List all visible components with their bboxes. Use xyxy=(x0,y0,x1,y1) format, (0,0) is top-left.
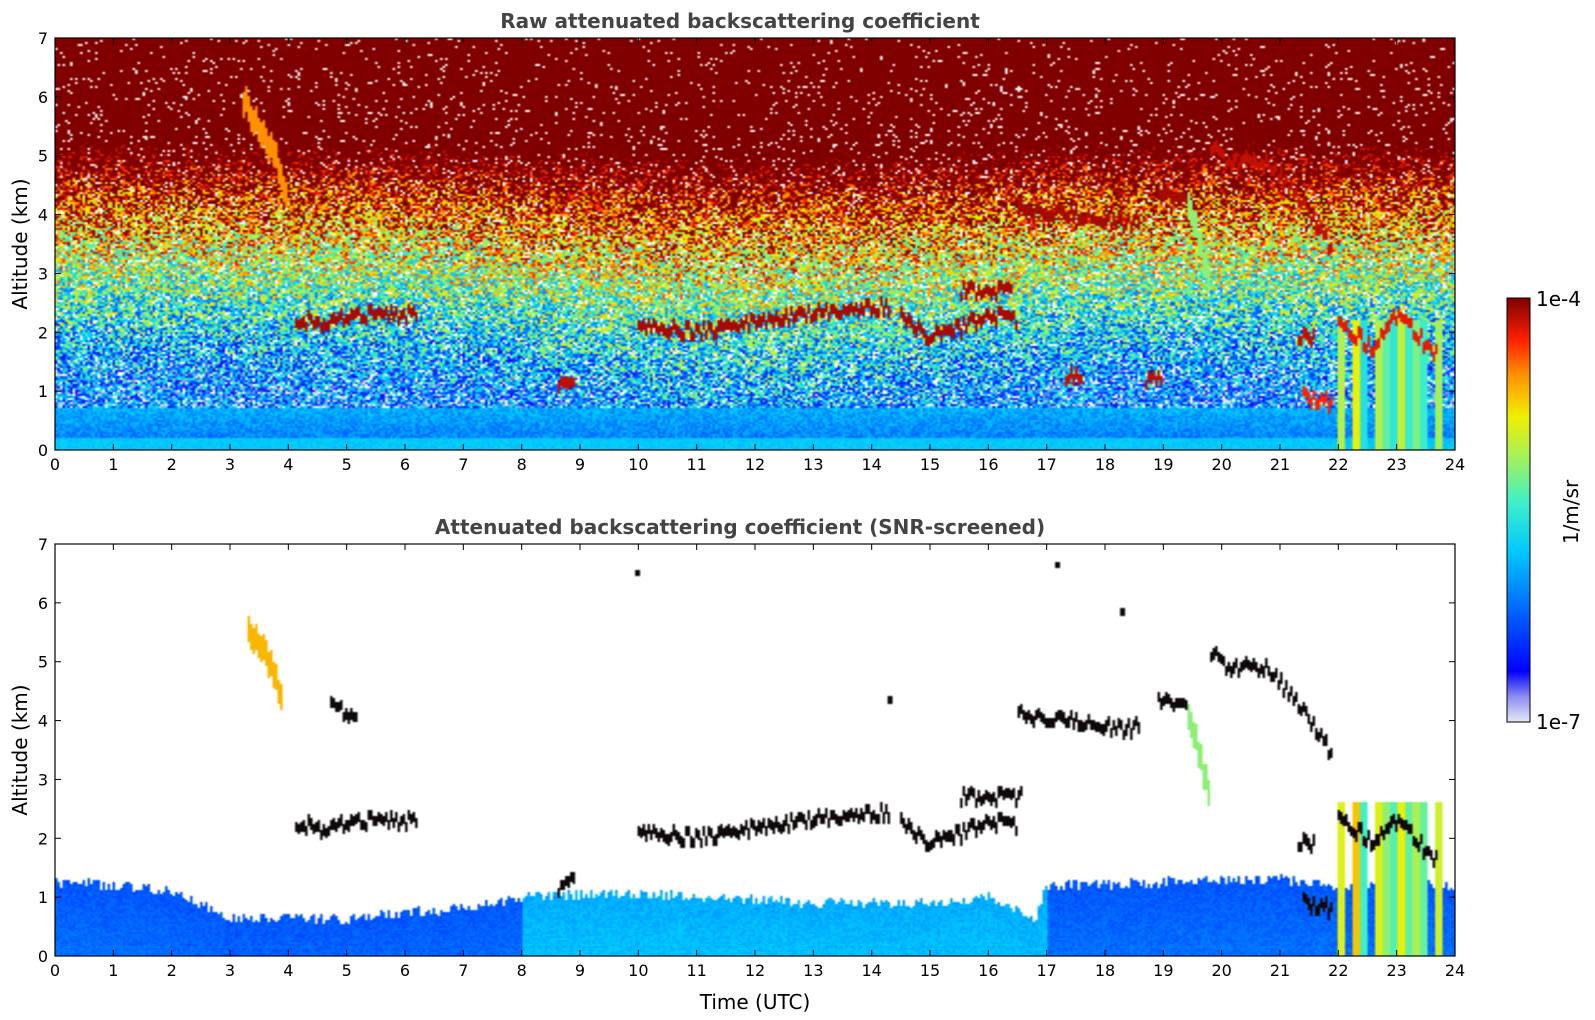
colorbar-min-label: 1e-7 xyxy=(1536,710,1581,734)
x-tick-label: 17 xyxy=(1036,961,1056,980)
x-tick-label: 17 xyxy=(1036,455,1056,474)
x-tick-label: 11 xyxy=(686,455,706,474)
x-tick-label: 19 xyxy=(1153,455,1173,474)
x-tick-label: 23 xyxy=(1386,455,1406,474)
x-tick-label: 21 xyxy=(1270,455,1290,474)
y-tick-label: 0 xyxy=(38,441,48,460)
x-tick-label: 6 xyxy=(400,455,410,474)
x-tick-label: 12 xyxy=(745,961,765,980)
raw-x-axis: 0 1 2 3 4 5 6 7 8 9 10 11 12 13 14 15 16 17 18 19 20 21 22 23 24 xyxy=(50,38,1465,474)
y-tick-label: 5 xyxy=(38,147,48,166)
x-tick-label: 4 xyxy=(283,961,293,980)
x-tick-label: 13 xyxy=(803,961,823,980)
screened-backscatter-panel: Attenuated backscattering coefficient (S… xyxy=(8,515,1465,1014)
x-tick-label: 16 xyxy=(978,455,998,474)
x-tick-label: 1 xyxy=(108,455,118,474)
y-tick-label: 2 xyxy=(38,829,48,848)
x-tick-label: 5 xyxy=(342,961,352,980)
x-tick-label: 22 xyxy=(1328,961,1348,980)
raw-y-axis: 0 1 2 3 4 5 6 7 xyxy=(38,29,1455,460)
x-tick-label: 23 xyxy=(1386,961,1406,980)
y-tick-label: 0 xyxy=(38,947,48,966)
y-tick-label: 4 xyxy=(38,206,48,225)
y-tick-label: 6 xyxy=(38,594,48,613)
raw-panel-title: Raw attenuated backscattering coefficien… xyxy=(500,9,980,33)
screened-y-axis-label: Altitude (km) xyxy=(8,684,32,815)
x-tick-label: 7 xyxy=(458,961,468,980)
screened-backscatter-heatmap xyxy=(55,544,1455,956)
x-tick-label: 20 xyxy=(1211,961,1231,980)
y-tick-label: 3 xyxy=(38,770,48,789)
y-tick-label: 2 xyxy=(38,323,48,342)
x-tick-label: 3 xyxy=(225,961,235,980)
y-tick-label: 4 xyxy=(38,712,48,731)
x-tick-label: 19 xyxy=(1153,961,1173,980)
x-tick-label: 8 xyxy=(517,961,527,980)
raw-backscatter-heatmap xyxy=(55,38,1455,450)
x-tick-label: 0 xyxy=(50,455,60,474)
raw-heatmap-image xyxy=(55,38,1455,450)
y-tick-label: 7 xyxy=(38,29,48,48)
x-tick-label: 9 xyxy=(575,455,585,474)
y-tick-label: 1 xyxy=(38,888,48,907)
x-axis-label: Time (UTC) xyxy=(699,990,811,1014)
screened-heatmap-image xyxy=(55,544,1455,956)
x-tick-label: 7 xyxy=(458,455,468,474)
screened-x-axis: 0 1 2 3 4 5 6 7 8 9 10 11 12 13 14 15 16 17 18 19 20 21 22 23 24 xyxy=(50,544,1465,980)
x-tick-label: 21 xyxy=(1270,961,1290,980)
x-tick-label: 11 xyxy=(686,961,706,980)
x-tick-label: 14 xyxy=(861,961,881,980)
x-tick-label: 2 xyxy=(167,961,177,980)
screened-panel-title: Attenuated backscattering coefficient (S… xyxy=(435,515,1045,539)
y-tick-label: 3 xyxy=(38,264,48,283)
x-tick-label: 15 xyxy=(920,961,940,980)
y-tick-label: 6 xyxy=(38,88,48,107)
x-tick-label: 10 xyxy=(628,455,648,474)
x-tick-label: 22 xyxy=(1328,455,1348,474)
x-tick-label: 10 xyxy=(628,961,648,980)
x-tick-label: 9 xyxy=(575,961,585,980)
x-tick-label: 0 xyxy=(50,961,60,980)
x-tick-label: 24 xyxy=(1445,455,1465,474)
x-tick-label: 12 xyxy=(745,455,765,474)
x-tick-label: 20 xyxy=(1211,455,1231,474)
y-tick-label: 5 xyxy=(38,653,48,672)
x-tick-label: 13 xyxy=(803,455,823,474)
colorbar-unit-label: 1/m/sr xyxy=(1559,479,1583,544)
x-tick-label: 18 xyxy=(1095,455,1115,474)
raw-backscatter-panel: Raw attenuated backscattering coefficien… xyxy=(8,9,1465,474)
y-tick-label: 1 xyxy=(38,382,48,401)
x-tick-label: 5 xyxy=(342,455,352,474)
screened-y-axis: 0 1 2 3 4 5 6 7 xyxy=(38,535,1455,966)
x-tick-label: 1 xyxy=(108,961,118,980)
raw-y-axis-label: Altitude (km) xyxy=(8,178,32,309)
colorbar-max-label: 1e-4 xyxy=(1536,287,1581,311)
x-tick-label: 4 xyxy=(283,455,293,474)
x-tick-label: 16 xyxy=(978,961,998,980)
x-tick-label: 24 xyxy=(1445,961,1465,980)
x-tick-label: 2 xyxy=(167,455,177,474)
colorbar-gradient xyxy=(1506,297,1531,723)
x-tick-label: 14 xyxy=(861,455,881,474)
x-tick-label: 15 xyxy=(920,455,940,474)
x-tick-label: 6 xyxy=(400,961,410,980)
x-tick-label: 3 xyxy=(225,455,235,474)
x-tick-label: 8 xyxy=(517,455,527,474)
y-tick-label: 7 xyxy=(38,535,48,554)
colorbar: 1e-4 1e-7 1/m/sr xyxy=(1506,287,1583,734)
x-tick-label: 18 xyxy=(1095,961,1115,980)
